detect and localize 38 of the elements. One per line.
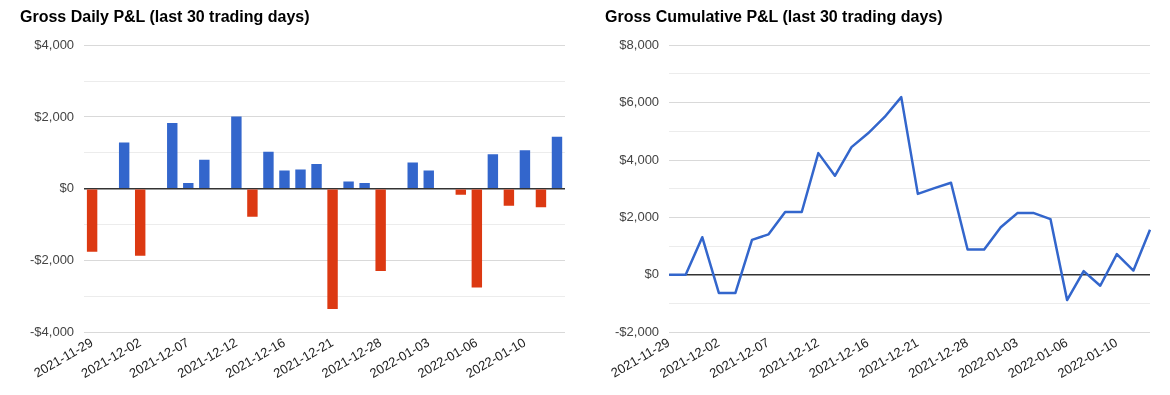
y-tick-label: -$2,000 [615,323,660,339]
y-tick-label: $0 [644,266,660,282]
bar [118,142,130,188]
bar [407,162,418,188]
chart-title: Gross Daily P&L (last 30 trading days) [20,8,310,26]
y-tick-label: $2,000 [619,209,660,224]
bar [423,170,434,188]
bar [535,189,547,208]
bar [327,189,338,309]
y-tick-label: $8,000 [619,36,660,52]
bar [487,154,499,188]
bar [311,163,322,188]
bar [279,170,290,188]
bar [183,182,194,188]
bar [503,189,515,206]
bar [551,136,563,188]
y-tick-label: -$2,000 [30,252,75,268]
bar [134,189,146,256]
bar [86,189,98,252]
bar [343,181,354,188]
bar [199,159,210,188]
y-tick-label: -$4,000 [30,323,75,339]
y-tick-label: $4,000 [619,151,660,167]
bar [471,189,483,288]
y-tick-label: $0 [59,180,75,196]
bar [167,123,178,188]
bar [295,169,306,188]
y-tick-label: $2,000 [34,108,75,124]
bar [359,182,370,188]
y-tick-label: $4,000 [34,36,75,52]
bar [231,116,242,188]
bar [263,151,274,188]
bar [247,189,258,217]
y-tick-label: $6,000 [619,94,660,110]
bar [375,189,386,271]
bar [455,189,467,195]
chart-title: Gross Cumulative P&L (last 30 trading days) [605,8,943,26]
bar [519,150,531,188]
